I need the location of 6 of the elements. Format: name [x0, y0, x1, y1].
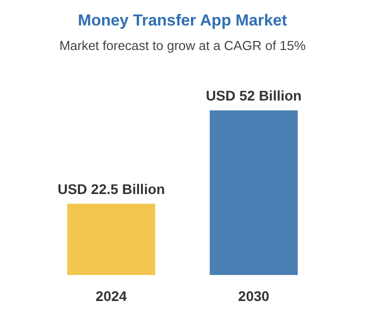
chart-subtitle: Market forecast to grow at a CAGR of 15%	[59, 38, 306, 53]
data-label: USD 52 Billion	[206, 87, 302, 104]
x-tick-label: 2024	[96, 288, 128, 304]
x-tick-label: 2030	[238, 288, 270, 304]
chart-title: Money Transfer App Market	[78, 12, 288, 30]
data-label: USD 22.5 Billion	[58, 180, 165, 197]
